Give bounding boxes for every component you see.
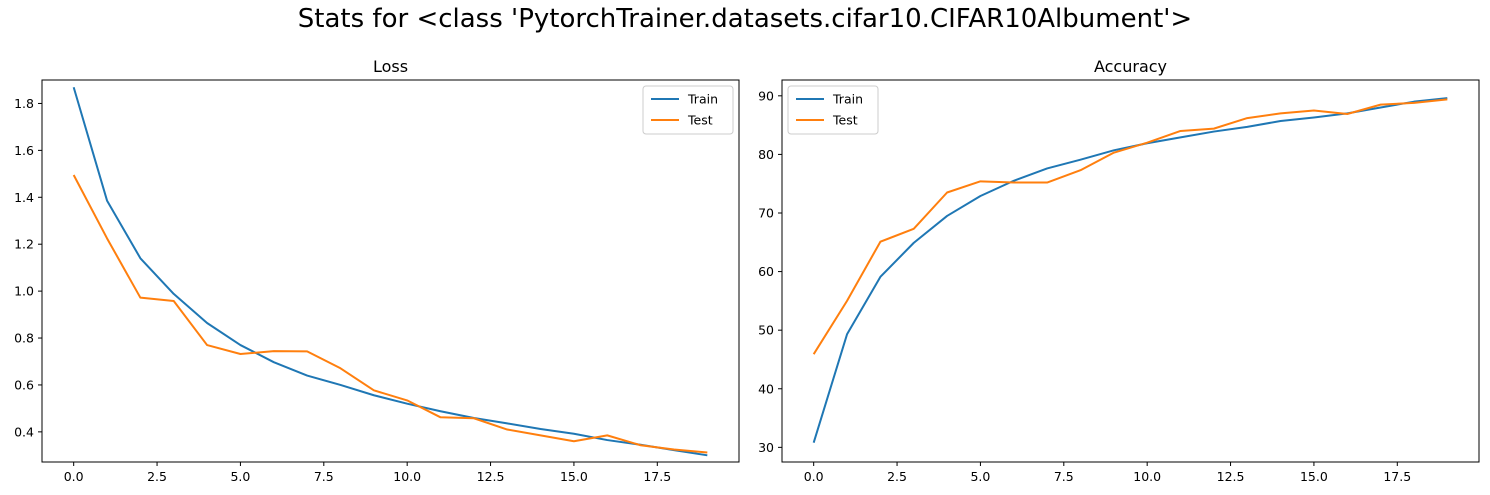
accuracy-test-line	[812, 98, 1448, 355]
accuracy-xtick-label: 10.0	[1133, 469, 1161, 484]
loss-xtick-label: 17.5	[643, 469, 671, 484]
loss-ytick-label: 0.8	[14, 331, 34, 346]
accuracy-ytick-label: 30	[758, 440, 774, 455]
loss-xtick-label: 12.5	[477, 469, 505, 484]
loss-ytick-label: 1.4	[14, 190, 34, 205]
accuracy-train-line	[812, 97, 1448, 443]
accuracy-legend-label-test: Test	[832, 113, 858, 128]
accuracy-ytick-label: 90	[758, 88, 774, 103]
loss-legend-label-test: Test	[687, 113, 713, 128]
loss-xtick-label: 2.5	[147, 469, 167, 484]
loss-test-line	[72, 174, 708, 454]
accuracy-xtick-label: 17.5	[1383, 469, 1411, 484]
loss-panel: Loss 0.0 2.5 5.0 7.5 10.0 12.5 15.0 17.5 0.4 0.6 0.…	[14, 57, 740, 484]
loss-xtick-label: 7.5	[314, 469, 334, 484]
loss-ytick-label: 0.4	[14, 424, 34, 439]
loss-xtick-label: 5.0	[230, 469, 250, 484]
loss-title: Loss	[373, 57, 408, 76]
accuracy-title: Accuracy	[1094, 57, 1167, 76]
loss-ytick-label: 1.2	[14, 237, 34, 252]
accuracy-xtick-label: 0.0	[804, 469, 824, 484]
accuracy-ytick-label: 80	[758, 147, 774, 162]
accuracy-axes-frame	[781, 79, 1480, 463]
figure-title: Stats for <class 'PytorchTrainer.dataset…	[297, 4, 1193, 34]
loss-xtick-label: 10.0	[393, 469, 421, 484]
loss-ytick-label: 0.6	[14, 377, 34, 392]
accuracy-ytick-label: 70	[758, 205, 774, 220]
accuracy-legend-label-train: Train	[832, 92, 863, 107]
accuracy-xtick-label: 12.5	[1217, 469, 1245, 484]
accuracy-ytick-label: 60	[758, 264, 774, 279]
loss-train-line	[72, 86, 708, 457]
loss-ytick-label: 1.6	[14, 143, 34, 158]
loss-axes-frame	[41, 79, 740, 463]
loss-ytick-label: 1.8	[14, 96, 34, 111]
accuracy-panel: Accuracy 0.0 2.5 5.0 7.5 10.0 12.5 15.0 17.5 30 40…	[758, 57, 1480, 484]
loss-legend-label-train: Train	[687, 92, 718, 107]
loss-xtick-label: 0.0	[64, 469, 84, 484]
accuracy-xtick-label: 5.0	[970, 469, 990, 484]
loss-xtick-label: 15.0	[560, 469, 588, 484]
accuracy-xtick-label: 2.5	[887, 469, 907, 484]
accuracy-ytick-label: 40	[758, 381, 774, 396]
loss-ytick-label: 1.0	[14, 284, 34, 299]
accuracy-xtick-label: 15.0	[1300, 469, 1328, 484]
accuracy-xtick-label: 7.5	[1054, 469, 1074, 484]
accuracy-ytick-label: 50	[758, 323, 774, 338]
